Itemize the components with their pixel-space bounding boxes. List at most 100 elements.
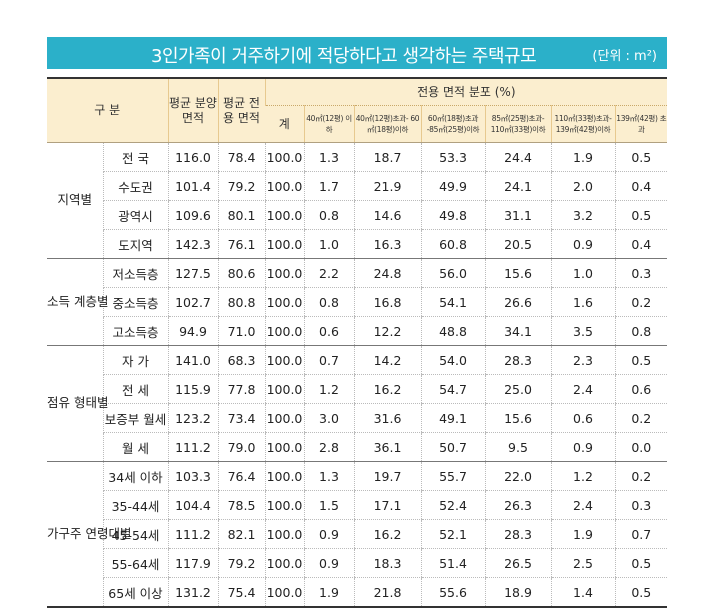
table-cell: 82.1 <box>217 519 265 549</box>
header-sub-col: 85㎡(25평)초과- 110㎡(33평)이하 <box>484 105 551 143</box>
table-cell: 34.1 <box>484 316 551 346</box>
table-cell: 1.2 <box>550 461 615 491</box>
table-row: 65세 이상 131.2 75.4 100.0 1.9 21.8 55.6 18.9 1.4 0.… <box>47 577 668 608</box>
row-label: 55-64세 <box>102 548 168 578</box>
table-cell: 77.8 <box>217 374 265 404</box>
table-cell: 76.4 <box>217 461 265 491</box>
table-cell: 20.5 <box>484 229 551 259</box>
table-cell: 116.0 <box>167 142 218 172</box>
table-cell: 100.0 <box>264 548 304 578</box>
table-cell: 1.9 <box>550 519 615 549</box>
table-cell: 1.3 <box>303 142 354 172</box>
header-sub-col: 60㎡(18평)초과 -85㎡(25평)이하 <box>420 105 485 143</box>
table-cell: 0.7 <box>614 519 668 549</box>
table-cell: 2.4 <box>550 490 615 520</box>
table-cell: 78.5 <box>217 490 265 520</box>
table-cell: 111.2 <box>167 519 218 549</box>
table-cell: 0.3 <box>614 490 668 520</box>
table-cell: 131.2 <box>167 577 218 608</box>
table-cell: 71.0 <box>217 316 265 346</box>
table-cell: 1.0 <box>303 229 354 259</box>
table-cell: 28.3 <box>484 345 551 375</box>
table-cell: 1.0 <box>550 258 615 288</box>
table-cell: 100.0 <box>264 316 304 346</box>
table-cell: 9.5 <box>484 432 551 462</box>
table-cell: 26.5 <box>484 548 551 578</box>
table-cell: 54.7 <box>420 374 485 404</box>
table-cell: 16.8 <box>353 287 421 317</box>
table-cell: 0.5 <box>614 200 668 230</box>
table-cell: 0.2 <box>614 461 668 491</box>
table-cell: 1.9 <box>550 142 615 172</box>
table-cell: 54.1 <box>420 287 485 317</box>
table-row: 가구주 연령대별 34세 이하 103.3 76.4 100.0 1.3 19.7 55.7 2… <box>47 461 668 608</box>
table-cell: 16.2 <box>353 374 421 404</box>
table-cell: 49.8 <box>420 200 485 230</box>
table-cell: 1.2 <box>303 374 354 404</box>
table-cell: 73.4 <box>217 403 265 433</box>
table-cell: 2.8 <box>303 432 354 462</box>
group-label: 소득 계층별 <box>47 258 108 346</box>
table-cell: 0.0 <box>614 432 668 462</box>
table-cell: 0.5 <box>614 577 668 608</box>
table-cell: 117.9 <box>167 548 218 578</box>
table-cell: 101.4 <box>167 171 218 201</box>
row-label: 저소득층 <box>102 258 168 288</box>
row-label: 수도권 <box>102 171 168 201</box>
table-cell: 18.7 <box>353 142 421 172</box>
table-cell: 100.0 <box>264 258 304 288</box>
table-cell: 3.0 <box>303 403 354 433</box>
header-sub-col: 139㎡(42평) 초과 <box>614 105 668 143</box>
table-row: 35-44세 104.4 78.5 100.0 1.5 17.1 52.4 26.3 2.4 0.… <box>47 490 668 520</box>
row-label: 65세 이상 <box>102 577 168 608</box>
table-cell: 26.6 <box>484 287 551 317</box>
page-title: 3인가족이 거주하기에 적당하다고 생각하는 주택규모 <box>151 46 537 67</box>
table-cell: 111.2 <box>167 432 218 462</box>
table-row: 광역시 109.6 80.1 100.0 0.8 14.6 49.8 31.1 3.2 0.5 <box>47 200 668 230</box>
table-cell: 14.6 <box>353 200 421 230</box>
table-row: 보증부 월세 123.2 73.4 100.0 3.0 31.6 49.1 15.6 0.6 0.… <box>47 403 668 433</box>
table-cell: 22.0 <box>484 461 551 491</box>
table-cell: 1.3 <box>303 461 354 491</box>
row-label: 광역시 <box>102 200 168 230</box>
table-cell: 19.7 <box>353 461 421 491</box>
table-row: 수도권 101.4 79.2 100.0 1.7 21.9 49.9 24.1 2.0 0.4 <box>47 171 668 201</box>
table-cell: 127.5 <box>167 258 218 288</box>
table-row: 고소득층 94.9 71.0 100.0 0.6 12.2 48.8 34.1 3.5 0.8 <box>47 316 668 346</box>
table-cell: 141.0 <box>167 345 218 375</box>
header-exclusive-area: 평균 전용 면적 <box>217 77 265 143</box>
table-cell: 1.4 <box>550 577 615 608</box>
row-label: 고소득층 <box>102 316 168 346</box>
header-category: 구 분 <box>47 77 168 143</box>
table-cell: 36.1 <box>353 432 421 462</box>
table-cell: 31.1 <box>484 200 551 230</box>
table-cell: 2.5 <box>550 548 615 578</box>
table-cell: 15.6 <box>484 258 551 288</box>
table-cell: 24.8 <box>353 258 421 288</box>
table-cell: 79.0 <box>217 432 265 462</box>
header-sub-col: 110㎡(33평)초과- 139㎡(42평)이하 <box>550 105 615 143</box>
table-cell: 54.0 <box>420 345 485 375</box>
table-cell: 0.9 <box>303 519 354 549</box>
table-row: 월 세 111.2 79.0 100.0 2.8 36.1 50.7 9.5 0.9 0.0 <box>47 432 668 462</box>
table-cell: 50.7 <box>420 432 485 462</box>
table-cell: 79.2 <box>217 548 265 578</box>
table-cell: 100.0 <box>264 432 304 462</box>
table-cell: 80.1 <box>217 200 265 230</box>
row-label: 34세 이하 <box>102 461 168 491</box>
table-cell: 100.0 <box>264 200 304 230</box>
table-cell: 100.0 <box>264 171 304 201</box>
group-label: 지역별 <box>47 142 103 259</box>
table-cell: 0.5 <box>614 345 668 375</box>
table-cell: 79.2 <box>217 171 265 201</box>
table-cell: 14.2 <box>353 345 421 375</box>
table-cell: 0.8 <box>303 287 354 317</box>
table-cell: 0.2 <box>614 403 668 433</box>
table-cell: 102.7 <box>167 287 218 317</box>
table-cell: 2.4 <box>550 374 615 404</box>
unit-label: (단위 : m²) <box>592 49 657 64</box>
table-cell: 49.9 <box>420 171 485 201</box>
table-cell: 80.6 <box>217 258 265 288</box>
table-cell: 49.1 <box>420 403 485 433</box>
table-cell: 109.6 <box>167 200 218 230</box>
